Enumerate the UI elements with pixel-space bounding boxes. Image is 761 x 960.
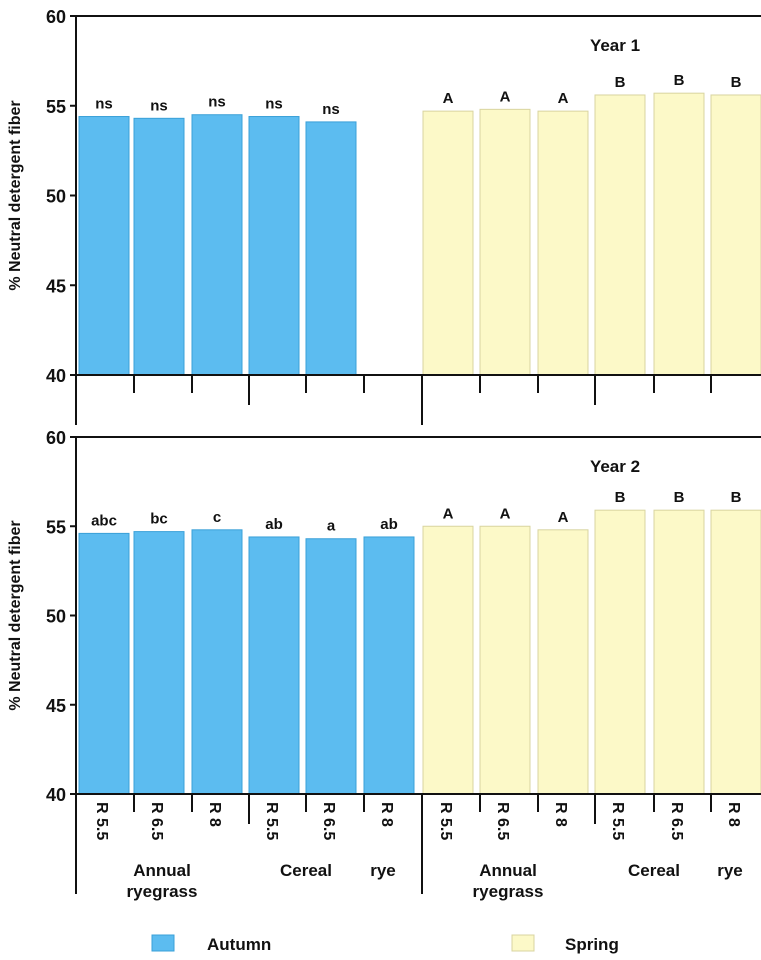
autumn-bar <box>248 116 300 376</box>
category-label: R 8 <box>552 802 569 827</box>
group-label: Cereal <box>628 861 680 880</box>
panel-title: Year 1 <box>590 36 640 55</box>
significance-label: A <box>500 505 511 522</box>
significance-label: ns <box>208 94 226 111</box>
significance-label: ab <box>265 516 283 533</box>
y-tick-label: 45 <box>46 276 66 296</box>
significance-label: a <box>327 518 336 535</box>
autumn-bar <box>248 536 300 795</box>
significance-label: A <box>443 505 454 522</box>
spring-bar <box>594 94 646 376</box>
significance-label: A <box>558 509 569 526</box>
group-label-line2: ryegrass <box>473 882 544 901</box>
category-label: R 6.5 <box>494 802 511 840</box>
panel-title: Year 2 <box>590 457 640 476</box>
significance-label: ab <box>380 516 398 533</box>
category-label: R 6.5 <box>148 802 165 840</box>
y-tick-label: 55 <box>46 517 66 537</box>
y-tick-label: 50 <box>46 187 66 207</box>
category-label: R 6.5 <box>668 802 685 840</box>
significance-label: ns <box>322 101 340 118</box>
group-label: rye <box>370 861 396 880</box>
spring-bar <box>710 509 761 795</box>
y-tick-label: 40 <box>46 366 66 386</box>
significance-label: ns <box>150 97 168 114</box>
y-axis-title: % Neutral detergent fiber <box>7 520 24 710</box>
autumn-bar <box>305 121 357 376</box>
spring-bar <box>479 525 531 795</box>
category-label: R 8 <box>206 802 223 827</box>
autumn-bar <box>78 116 130 376</box>
significance-label: B <box>674 72 685 89</box>
panel-year-2: 40 45 50 55 60 % Neutral detergent fiber Year … <box>7 428 761 894</box>
significance-label: B <box>674 489 685 506</box>
y-tick-label: 40 <box>46 785 66 805</box>
y-tick-label: 50 <box>46 607 66 627</box>
spring-bar <box>422 525 474 795</box>
spring-bar <box>710 94 761 376</box>
group-label: Annual <box>479 861 537 880</box>
significance-label: abc <box>91 512 117 529</box>
spring-bar <box>479 108 531 376</box>
significance-label: A <box>558 90 569 107</box>
group-label-line2: ryegrass <box>127 882 198 901</box>
category-label: R 8 <box>725 802 742 827</box>
significance-label: A <box>443 90 454 107</box>
spring-bar <box>653 92 705 376</box>
significance-label: B <box>615 489 626 506</box>
legend-swatch <box>151 934 175 952</box>
significance-label: c <box>213 509 221 526</box>
group-label: Cereal <box>280 861 332 880</box>
category-label: R 5.5 <box>609 802 626 840</box>
category-label: R 6.5 <box>320 802 337 840</box>
y-tick-label: 55 <box>46 97 66 117</box>
category-label: R 5.5 <box>437 802 454 840</box>
significance-label: B <box>615 74 626 91</box>
legend-swatch <box>511 934 535 952</box>
autumn-bar <box>191 529 243 795</box>
y-tick-label: 45 <box>46 696 66 716</box>
group-label: Annual <box>133 861 191 880</box>
legend-label: Autumn <box>207 935 271 954</box>
category-label: R 5.5 <box>263 802 280 840</box>
group-label: rye <box>717 861 743 880</box>
y-axis-title: % Neutral detergent fiber <box>7 100 24 290</box>
significance-label: ns <box>95 96 113 113</box>
y-tick-label: 60 <box>46 428 66 448</box>
spring-bar <box>537 529 589 795</box>
significance-label: A <box>500 88 511 105</box>
spring-bar <box>422 110 474 376</box>
significance-label: ns <box>265 96 283 113</box>
legend-label: Spring <box>565 935 619 954</box>
significance-label: B <box>731 74 742 91</box>
autumn-bar <box>133 531 185 795</box>
spring-bar <box>537 110 589 376</box>
category-label: R 5.5 <box>93 802 110 840</box>
significance-label: B <box>731 489 742 506</box>
autumn-bar <box>363 536 415 795</box>
spring-bar <box>594 509 646 795</box>
y-tick-label: 60 <box>46 7 66 27</box>
autumn-bar <box>133 117 185 376</box>
category-label: R 8 <box>378 802 395 827</box>
spring-bar <box>653 509 705 795</box>
panel-year-1: 40 45 50 55 60 % Neutral detergent fiber Year … <box>7 7 761 425</box>
significance-label: bc <box>150 511 168 528</box>
autumn-bar <box>305 538 357 795</box>
autumn-bar <box>78 532 130 795</box>
autumn-bar <box>191 114 243 376</box>
